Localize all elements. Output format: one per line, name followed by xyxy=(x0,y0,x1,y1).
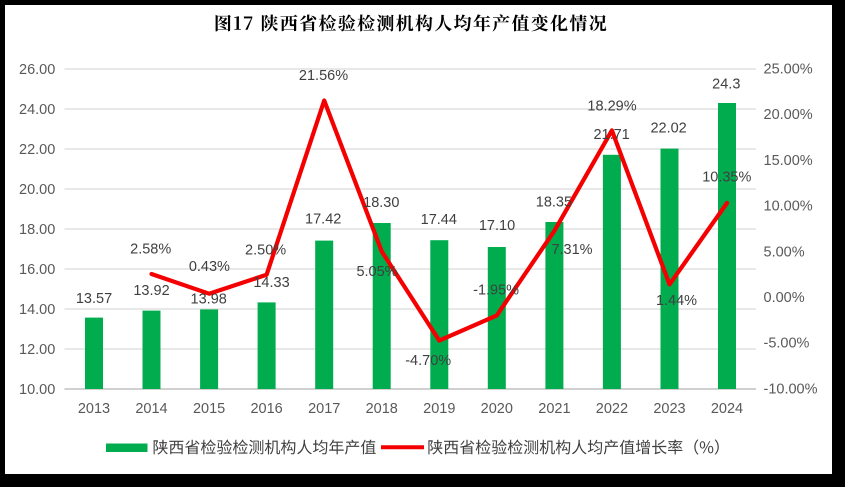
svg-text:21.56%: 21.56% xyxy=(299,68,348,84)
svg-text:0.00%: 0.00% xyxy=(764,290,805,306)
svg-text:16.00: 16.00 xyxy=(19,262,55,278)
svg-text:17.44: 17.44 xyxy=(421,212,457,228)
svg-text:17.10: 17.10 xyxy=(479,218,515,234)
svg-text:24.3: 24.3 xyxy=(712,76,740,92)
svg-text:22.02: 22.02 xyxy=(650,121,686,137)
svg-text:18.35: 18.35 xyxy=(536,195,572,211)
svg-text:10.00%: 10.00% xyxy=(764,199,813,215)
svg-text:17.42: 17.42 xyxy=(305,212,341,228)
svg-text:21.71: 21.71 xyxy=(593,127,629,143)
svg-text:2014: 2014 xyxy=(135,401,167,417)
svg-text:26.00: 26.00 xyxy=(19,62,55,78)
svg-text:2015: 2015 xyxy=(193,401,225,417)
svg-text:-4.70%: -4.70% xyxy=(405,353,451,369)
svg-text:-10.00%: -10.00% xyxy=(764,381,818,397)
svg-text:2016: 2016 xyxy=(250,401,282,417)
svg-text:7.31%: 7.31% xyxy=(551,242,592,258)
svg-text:2024: 2024 xyxy=(711,401,743,417)
svg-text:2.50%: 2.50% xyxy=(245,242,286,258)
svg-text:2023: 2023 xyxy=(653,401,685,417)
svg-text:2021: 2021 xyxy=(538,401,570,417)
svg-text:20.00%: 20.00% xyxy=(764,107,813,123)
svg-text:25.00%: 25.00% xyxy=(764,62,813,78)
svg-text:18.29%: 18.29% xyxy=(587,99,636,115)
svg-text:12.00: 12.00 xyxy=(19,342,55,358)
svg-text:-1.95%: -1.95% xyxy=(473,282,519,298)
svg-text:14.33: 14.33 xyxy=(253,275,289,291)
svg-text:18.00: 18.00 xyxy=(19,222,55,238)
svg-text:2022: 2022 xyxy=(596,401,628,417)
svg-text:2019: 2019 xyxy=(423,401,455,417)
svg-text:0.43%: 0.43% xyxy=(189,259,230,275)
svg-text:2020: 2020 xyxy=(481,401,513,417)
svg-text:22.00: 22.00 xyxy=(19,142,55,158)
svg-text:-5.00%: -5.00% xyxy=(764,336,810,352)
svg-text:13.92: 13.92 xyxy=(133,283,169,299)
svg-text:1.44%: 1.44% xyxy=(656,293,697,309)
svg-text:18.30: 18.30 xyxy=(363,195,399,211)
svg-text:2013: 2013 xyxy=(78,401,110,417)
svg-text:13.98: 13.98 xyxy=(191,291,227,307)
svg-text:5.00%: 5.00% xyxy=(764,244,805,260)
svg-text:5.05%: 5.05% xyxy=(356,264,397,280)
svg-text:14.00: 14.00 xyxy=(19,302,55,318)
svg-text:15.00%: 15.00% xyxy=(764,153,813,169)
svg-text:20.00: 20.00 xyxy=(19,182,55,198)
svg-text:2017: 2017 xyxy=(308,401,340,417)
svg-text:24.00: 24.00 xyxy=(19,102,55,118)
svg-text:13.57: 13.57 xyxy=(76,291,112,307)
svg-text:2018: 2018 xyxy=(366,401,398,417)
svg-text:10.35%: 10.35% xyxy=(702,170,751,186)
svg-text:2.58%: 2.58% xyxy=(130,241,171,257)
svg-text:10.00: 10.00 xyxy=(19,382,55,398)
